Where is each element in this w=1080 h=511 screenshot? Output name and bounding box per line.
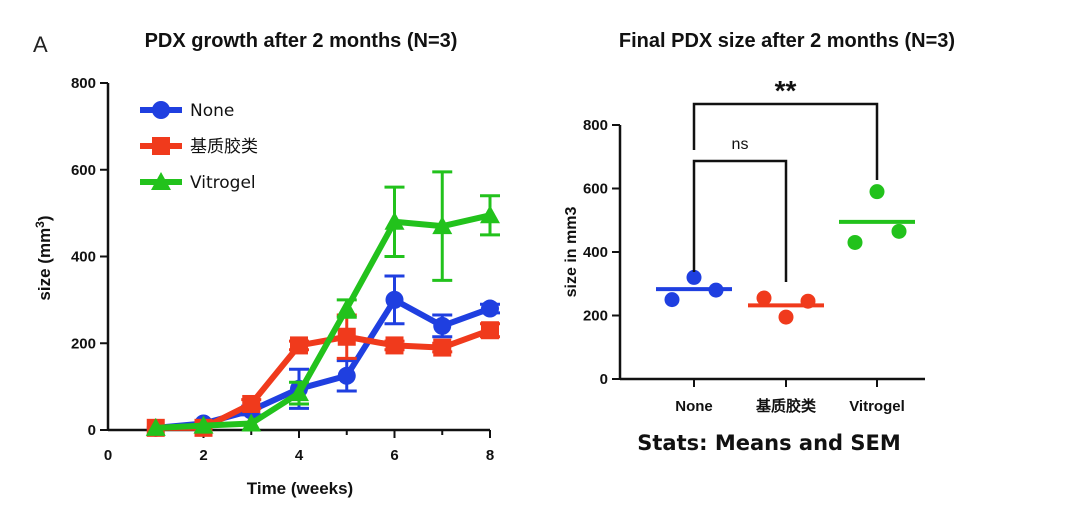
x-tick-label: 4 xyxy=(295,447,304,464)
y-tick-label: 800 xyxy=(71,75,96,92)
growth-chart-legend: None 基质胶类 Vitrogel xyxy=(140,101,258,193)
stats-footnote: Stats: Means and SEM xyxy=(637,431,900,455)
category-label: None xyxy=(675,398,713,415)
data-point xyxy=(778,309,794,325)
data-point xyxy=(869,184,885,200)
data-point xyxy=(433,338,452,357)
legend-marker xyxy=(152,137,170,155)
final-size-chart-points xyxy=(656,184,915,325)
data-point xyxy=(891,223,907,239)
y-tick-label: 0 xyxy=(600,371,608,388)
data-point xyxy=(800,293,816,309)
growth-chart: PDX growth after 2 months (N=3) 0 200 400 6… xyxy=(33,30,500,498)
growth-chart-ylabel: size (mm3) xyxy=(33,215,54,300)
legend-marker xyxy=(152,101,170,119)
data-point xyxy=(480,205,500,224)
x-tick-label: 8 xyxy=(486,447,494,464)
significance-label: ns xyxy=(732,136,749,153)
data-point xyxy=(289,383,309,402)
y-tick-label: 200 xyxy=(71,335,96,352)
data-point xyxy=(481,321,499,340)
x-tick-label: 2 xyxy=(199,447,207,464)
y-tick-label: 600 xyxy=(71,162,96,179)
data-point xyxy=(481,299,499,318)
data-point xyxy=(384,211,405,230)
data-point xyxy=(337,366,356,385)
data-point xyxy=(433,316,452,335)
final-size-chart-ylabel: size in mm3 xyxy=(563,207,580,298)
final-size-chart-title: Final PDX size after 2 months (N=3) xyxy=(619,30,955,52)
data-point xyxy=(242,394,261,413)
data-point xyxy=(432,216,453,235)
data-point xyxy=(385,336,404,355)
y-tick-label: 800 xyxy=(583,117,608,134)
x-tick-label: 6 xyxy=(390,447,398,464)
legend-label: None xyxy=(190,101,234,121)
final-size-chart-axes: 0 200 400 600 800 None 基质胶类 Vitrogel xyxy=(583,117,925,415)
y-tick-label: 200 xyxy=(583,308,608,325)
data-point xyxy=(847,234,863,250)
x-tick-label: 0 xyxy=(104,447,112,464)
growth-chart-xlabel: Time (weeks) xyxy=(247,479,353,498)
data-point xyxy=(241,413,262,432)
final-size-chart: Final PDX size after 2 months (N=3) 0 200… xyxy=(563,30,955,455)
y-tick-label: 400 xyxy=(71,249,96,266)
significance-bracket xyxy=(692,159,788,282)
panel-letter: A xyxy=(33,32,48,57)
data-point xyxy=(708,282,724,298)
y-tick-label: 600 xyxy=(583,181,608,198)
data-point xyxy=(664,292,680,308)
data-point xyxy=(385,290,404,309)
data-point xyxy=(145,417,166,436)
category-label: Vitrogel xyxy=(849,398,905,415)
significance-bracket xyxy=(692,102,879,180)
data-point xyxy=(336,298,357,317)
series-line xyxy=(155,212,491,431)
data-point xyxy=(756,290,772,306)
growth-chart-title: PDX growth after 2 months (N=3) xyxy=(145,30,458,52)
y-tick-label: 0 xyxy=(88,422,96,439)
data-point xyxy=(337,327,356,346)
significance-brackets: ns ** xyxy=(692,75,879,282)
growth-chart-series xyxy=(145,170,500,437)
legend-marker xyxy=(151,172,171,190)
significance-label: ** xyxy=(775,75,797,106)
data-point xyxy=(193,415,214,434)
legend-label: 基质胶类 xyxy=(190,137,258,157)
legend-label: Vitrogel xyxy=(190,173,256,193)
y-tick-label: 400 xyxy=(583,244,608,261)
category-label: 基质胶类 xyxy=(755,397,817,415)
data-point xyxy=(686,269,702,285)
data-point xyxy=(290,336,308,355)
